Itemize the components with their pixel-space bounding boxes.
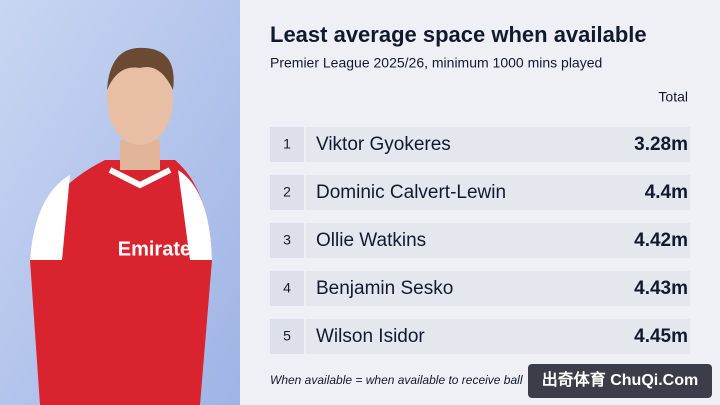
player-name: Viktor Gyokeres bbox=[316, 134, 451, 155]
rank: 2 bbox=[283, 184, 291, 200]
player-name: Dominic Calvert-Lewin bbox=[316, 182, 506, 203]
rank-cell bbox=[270, 319, 304, 354]
row bbox=[306, 319, 690, 354]
value: 4.43m bbox=[634, 278, 688, 299]
watermark: 出奇体育 ChuQi.Com bbox=[542, 370, 698, 389]
row bbox=[306, 223, 690, 258]
watermark-box bbox=[528, 364, 712, 398]
value: 4.45m bbox=[634, 326, 688, 347]
row bbox=[306, 127, 690, 162]
row bbox=[306, 271, 690, 306]
value: 3.28m bbox=[634, 134, 688, 155]
title: Least average space when available bbox=[270, 22, 647, 47]
rank-cell bbox=[270, 271, 304, 306]
rank: 3 bbox=[283, 232, 291, 248]
player-name: Wilson Isidor bbox=[316, 326, 425, 347]
footnote: When available = when available to recei… bbox=[270, 373, 523, 387]
rank-cell bbox=[270, 175, 304, 210]
subtitle: Premier League 2025/26, minimum 1000 min… bbox=[270, 55, 602, 71]
value: 4.4m bbox=[645, 182, 688, 203]
player-name: Ollie Watkins bbox=[316, 230, 426, 251]
row bbox=[306, 175, 690, 210]
rank-cell bbox=[270, 127, 304, 162]
rank-cell bbox=[270, 223, 304, 258]
player-photo: Emirates bbox=[30, 47, 212, 405]
rank: 1 bbox=[283, 136, 291, 152]
rank: 5 bbox=[283, 328, 291, 344]
rank: 4 bbox=[283, 280, 291, 296]
table: 1 Viktor Gyokeres 3.28m 2 Dominic Calvert-Le… bbox=[270, 127, 690, 354]
player-name: Benjamin Sesko bbox=[316, 278, 453, 299]
svg-text:Emirates: Emirates bbox=[118, 238, 203, 260]
value: 4.42m bbox=[634, 230, 688, 251]
column-header: Total bbox=[658, 89, 688, 105]
